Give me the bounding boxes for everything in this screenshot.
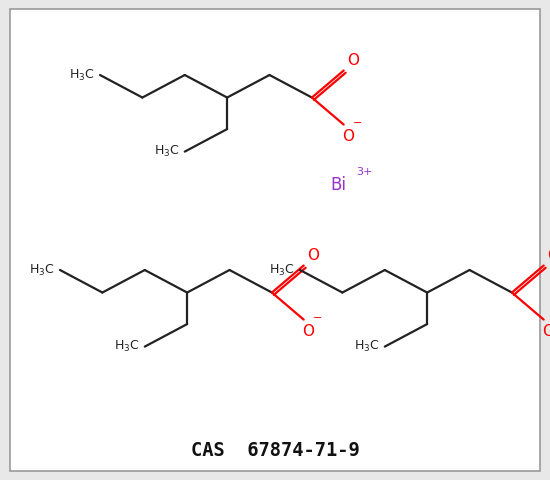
Text: H$_3$C: H$_3$C [30,263,55,277]
Text: O: O [342,129,354,144]
Text: −: − [313,312,322,323]
Text: H$_3$C: H$_3$C [354,339,379,354]
Text: Bi: Bi [330,176,346,194]
Text: O: O [542,324,550,338]
Text: 3+: 3+ [356,167,372,177]
Text: CAS  67874-71-9: CAS 67874-71-9 [191,441,359,459]
Text: O: O [302,324,314,338]
Text: O: O [547,249,550,264]
Text: H$_3$C: H$_3$C [270,263,295,277]
Text: H$_3$C: H$_3$C [154,144,180,159]
Text: O: O [307,249,318,264]
Text: H$_3$C: H$_3$C [114,339,140,354]
Text: O: O [346,53,359,69]
Text: H$_3$C: H$_3$C [69,68,95,83]
Text: −: − [353,118,362,128]
